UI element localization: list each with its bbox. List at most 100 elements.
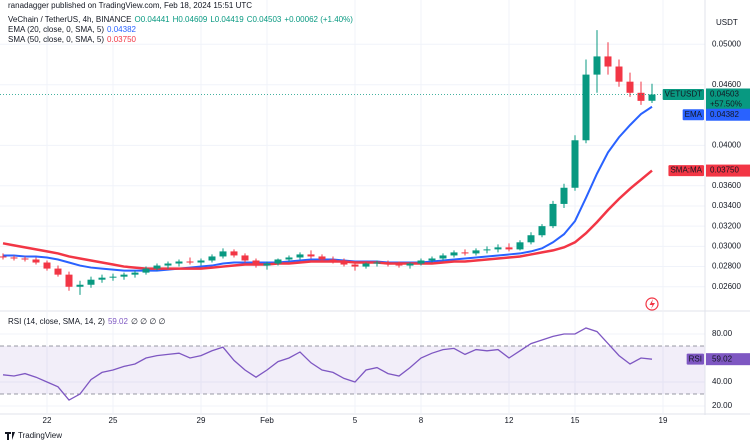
symbol-title: VeChain / TetherUS, 4h, BINANCE [8, 15, 131, 24]
candle-body [43, 262, 51, 269]
candle-body [406, 263, 414, 266]
brand-name: TradingView [18, 431, 62, 440]
axis-tag-box [686, 353, 704, 365]
indicator-name: RSI (14, close, SMA, 14, 2) [8, 317, 105, 326]
x-tick-label: 22 [43, 416, 52, 425]
candle-body [241, 255, 249, 261]
candle-body [164, 263, 172, 266]
value-box-text: 59.02 [712, 354, 733, 363]
axis-tag-box [668, 165, 704, 177]
indicator-value: 59.02 [108, 317, 129, 326]
candle-body [505, 247, 513, 250]
indicator-value: 0.04382 [107, 25, 136, 34]
candle-body [318, 256, 326, 260]
candle-body [307, 254, 315, 257]
candle-body [483, 249, 491, 251]
candle-body [263, 263, 271, 266]
candle-body [549, 203, 557, 227]
y-tick-label: 0.05000 [712, 39, 741, 48]
axis-tag-box [662, 89, 704, 101]
candle-body [494, 247, 502, 250]
ohlc-value: L0.04419 [210, 15, 244, 24]
candle-body [648, 94, 656, 101]
x-tick-label: 12 [505, 416, 514, 425]
candle-body [0, 256, 7, 258]
candle-body [461, 252, 469, 254]
candle-body [417, 260, 425, 264]
candle-body [329, 259, 337, 262]
candle-body [131, 272, 139, 275]
candle-body [175, 261, 183, 264]
candle-body [428, 258, 436, 261]
candle-body [351, 264, 359, 267]
indicator-value: 0.03750 [107, 35, 136, 44]
value-box-text: 0.03750 [710, 166, 739, 175]
axis-tag: RSI [689, 354, 702, 363]
legend-line: ranadagger published on TradingView.com,… [8, 1, 252, 10]
candle-body [32, 259, 40, 263]
axis-tag: VETUSDT [665, 90, 702, 99]
x-tick-label: 5 [353, 416, 358, 425]
legend-line: SMA (50, close, 0, SMA, 5) 0.03750 [8, 35, 137, 44]
x-tick-label: 15 [571, 416, 580, 425]
candle-body [560, 187, 568, 204]
y-tick-label: 0.03600 [712, 181, 741, 190]
y-tick-label: 80.00 [712, 329, 733, 338]
alert-icon [645, 297, 659, 311]
candle-body [439, 255, 447, 259]
candle-body [527, 235, 535, 243]
legend-line: EMA (20, close, 0, SMA, 5) 0.04382 [8, 25, 137, 34]
rsi-band [0, 345, 705, 395]
value-box [706, 353, 750, 366]
value-box [706, 108, 750, 121]
candle-body [54, 268, 62, 275]
ohlc-value: O0.04441 [134, 15, 170, 24]
candle-body [153, 265, 161, 269]
price-box-text: 0.04503 [710, 90, 739, 99]
candle-body [340, 261, 348, 265]
candle-body [252, 260, 260, 266]
y-tick-label: 0.02600 [712, 282, 741, 291]
candle-body [76, 284, 84, 287]
candle-body [285, 257, 293, 260]
candle-body [197, 260, 205, 263]
candle-body [516, 242, 524, 250]
candle-body [362, 263, 370, 267]
indicator-line [2, 169, 653, 270]
x-tick-label: 25 [109, 416, 118, 425]
x-tick-label: 8 [419, 416, 424, 425]
y-tick-label: 0.03200 [712, 221, 741, 230]
brand-logo [5, 432, 15, 440]
indicator-name: SMA (50, close, 0, SMA, 5) [8, 35, 104, 44]
ohlc-value: H0.04609 [173, 15, 208, 24]
axis-tag: EMA [685, 110, 703, 119]
ohlc-value: +0.00062 (+1.40%) [284, 15, 353, 24]
y-tick-label: 0.02800 [712, 262, 741, 271]
y-tick-label: 0.04600 [712, 80, 741, 89]
candle-body [626, 81, 634, 93]
candle-body [582, 74, 590, 141]
published-note: ranadagger published on TradingView.com,… [8, 1, 252, 10]
candle-body [615, 66, 623, 82]
indicator-line [3, 105, 653, 272]
indicator-na: ∅ ∅ ∅ ∅ [131, 317, 166, 326]
legend-line: VeChain / TetherUS, 4h, BINANCE O0.04441 H… [8, 15, 353, 24]
candle-body [230, 251, 238, 256]
labels: ranadagger published on TradingView.com,… [8, 1, 750, 440]
candle-body [395, 264, 403, 266]
candle-body [538, 226, 546, 236]
candle-body [384, 262, 392, 265]
x-tick-label: 19 [659, 416, 668, 425]
rsi-line [2, 327, 653, 401]
ohlc-value: C0.04503 [247, 15, 282, 24]
candle-body [87, 279, 95, 285]
candle-body [450, 252, 458, 256]
candle-body [571, 140, 579, 188]
value-box [706, 164, 750, 177]
candle-body [21, 258, 29, 260]
value-box-text: 0.04382 [710, 110, 739, 119]
candle-body [98, 277, 106, 280]
candle-body [373, 262, 381, 264]
